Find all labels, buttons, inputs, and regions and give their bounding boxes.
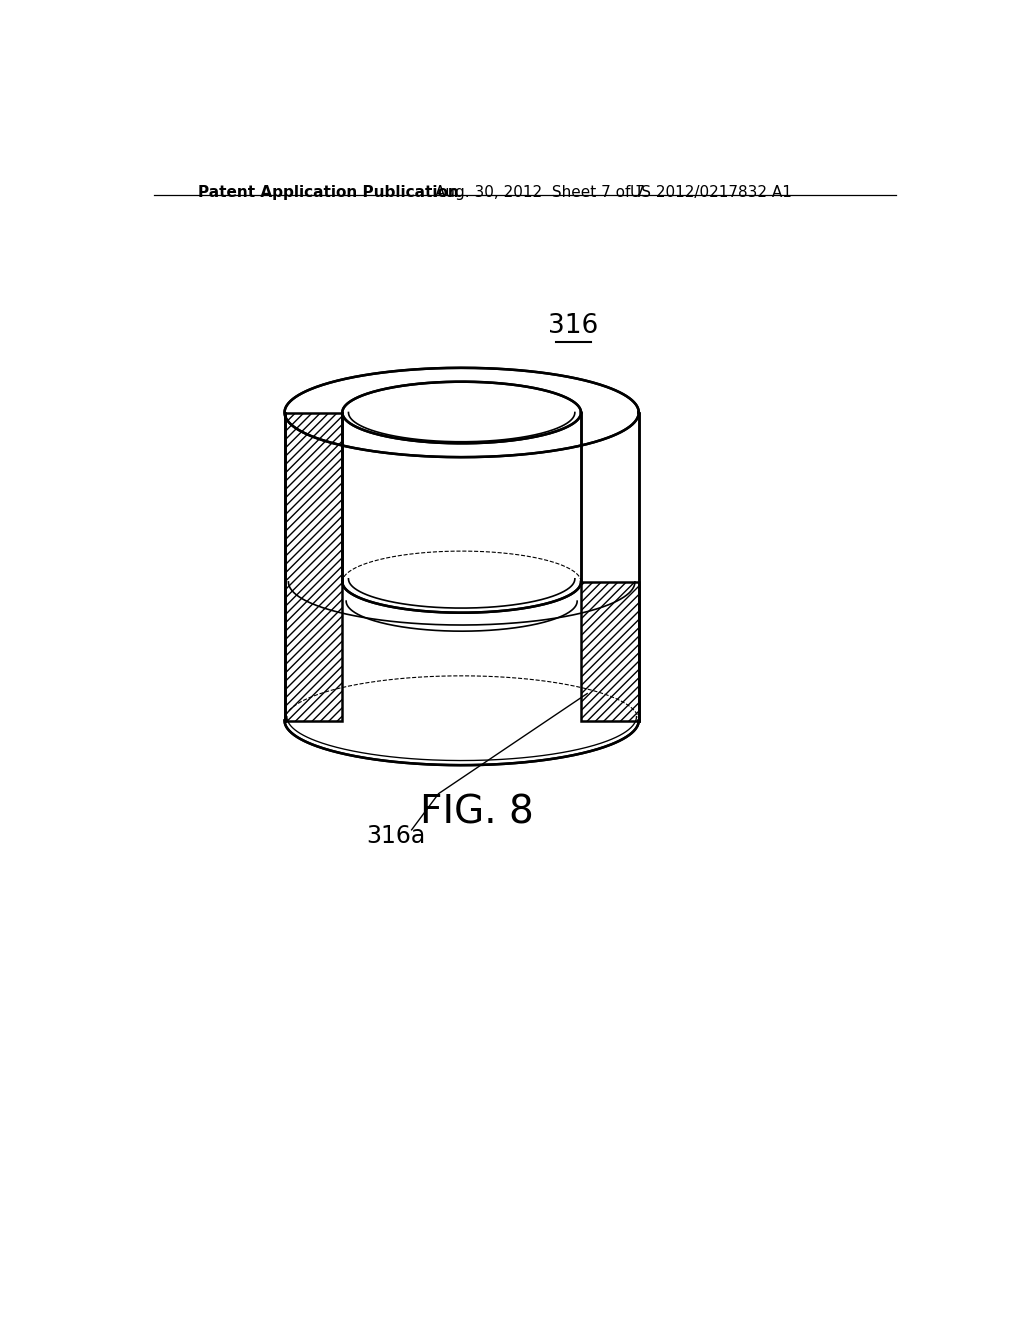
- Text: US 2012/0217832 A1: US 2012/0217832 A1: [630, 185, 792, 201]
- Polygon shape: [581, 582, 639, 721]
- Text: Patent Application Publication: Patent Application Publication: [199, 185, 459, 201]
- Text: 316: 316: [548, 313, 598, 339]
- Polygon shape: [285, 412, 342, 721]
- Text: 316a: 316a: [367, 824, 426, 847]
- Text: FIG. 8: FIG. 8: [420, 793, 534, 832]
- Text: Aug. 30, 2012  Sheet 7 of 7: Aug. 30, 2012 Sheet 7 of 7: [435, 185, 644, 201]
